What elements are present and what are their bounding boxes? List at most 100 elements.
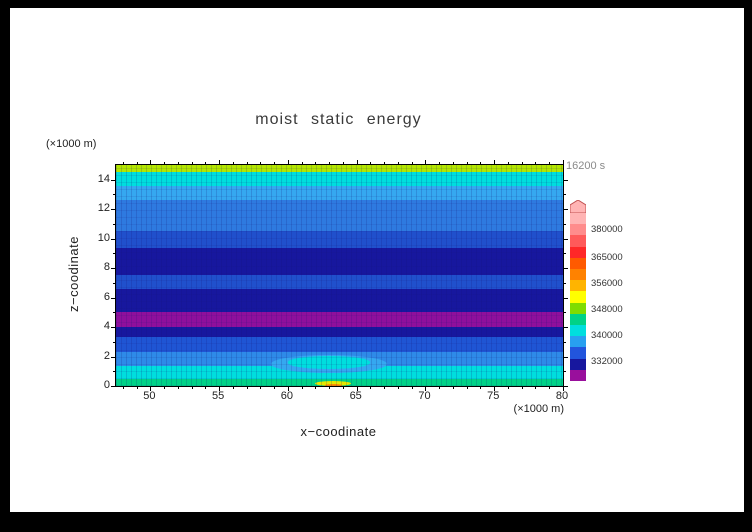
axis-tick [466,386,468,389]
axis-tick [397,386,399,389]
axis-tick [439,162,441,165]
axis-tick [452,386,454,389]
axis-tick [480,162,482,165]
axis-tick [563,209,568,211]
axis-tick [535,162,537,165]
axis-tick [260,386,262,389]
colorbar-segment [570,302,586,314]
z-tick-labels: 0 2 4 6 8 10 12 14 [68,164,110,391]
axis-tick [329,162,331,165]
axis-tick [274,386,276,389]
axis-tick [549,386,551,389]
z-tick-label: 14 [97,172,110,185]
axis-tick [563,341,566,343]
axis-tick [287,386,289,391]
axis-tick [274,162,276,165]
axis-tick [563,386,564,391]
contour-band [116,337,563,353]
axis-tick [563,282,566,284]
axis-tick [122,386,124,389]
axis-tick [301,162,303,165]
axis-tick [535,386,537,389]
z-tick-label: 8 [103,261,110,274]
contour-band [116,288,563,312]
grid-mesh [116,165,563,386]
axis-tick [563,371,566,373]
axis-tick [177,162,179,165]
contour-band [116,274,563,289]
axis-tick [342,162,344,165]
axis-tick [563,297,568,299]
axis-tick [370,386,372,389]
colorbar-bar [570,213,586,382]
colorbar-segment [570,291,586,303]
axis-tick [287,160,289,165]
axis-tick [111,356,116,358]
axis-tick [466,162,468,165]
colorbar-segment [570,336,586,348]
x-tick-label: 70 [418,390,431,402]
axis-tick [384,386,386,389]
axis-tick [150,160,152,165]
colorbar-segment [570,280,586,292]
figure-page: moist static energy (×1000 m) 16200 s z−… [10,8,744,512]
axis-tick [191,162,193,165]
contour-band [116,200,563,232]
colorbar-segment [570,257,586,270]
colorbar-segment [570,358,586,370]
axis-tick [219,160,221,165]
colorbar-segment [570,313,586,326]
plot-clip [116,165,563,386]
axis-tick [563,312,566,314]
axis-tick [507,386,509,389]
axis-tick [260,162,262,165]
axis-tick [164,162,166,165]
axis-tick [549,162,551,165]
x-tick-labels: 50 55 60 65 70 75 80 [115,390,568,404]
z-tick-label: 12 [97,202,110,215]
axis-tick [370,162,372,165]
colorbar-segment [570,369,586,382]
axis-tick [356,160,358,165]
axis-tick [232,162,234,165]
x-tick-label: 65 [349,390,362,402]
z-tick-label: 10 [97,231,110,244]
axis-tick [563,194,566,196]
colorbar-arrow-icon [570,200,586,213]
axis-tick [563,160,564,165]
axis-tick [111,209,116,211]
contour-band [116,171,563,186]
colorbar-label: 356000 [591,278,623,290]
contour-feature [325,383,342,386]
axis-tick [246,386,248,389]
axis-tick [384,162,386,165]
axis-tick [411,386,413,389]
contour-feature [315,381,352,386]
x-tick-label: 75 [487,390,500,402]
z-tick-label: 6 [103,290,110,303]
axis-tick [164,386,166,389]
axis-tick [425,386,427,391]
axis-tick [122,162,124,165]
axis-tick [356,386,358,391]
contour-band [116,327,563,338]
axis-tick [246,162,248,165]
axis-tick [397,162,399,165]
axis-tick [563,253,566,255]
axis-tick [111,238,116,240]
time-label: 16200 s [566,160,606,172]
colorbar-segment [570,224,586,236]
z-tick-label: 0 [103,379,110,391]
axis-tick [136,162,138,165]
contour-band [116,165,563,172]
axis-tick [219,386,221,391]
colorbar-label: 380000 [591,223,623,235]
z-tick-label: 4 [103,320,110,333]
x-tick-label: 55 [212,390,225,402]
axis-tick [563,238,568,240]
axis-tick [113,371,116,373]
axis-tick [113,223,116,225]
z-tick-label: 2 [103,349,110,362]
contour-band [116,311,563,328]
axis-tick [111,268,116,270]
